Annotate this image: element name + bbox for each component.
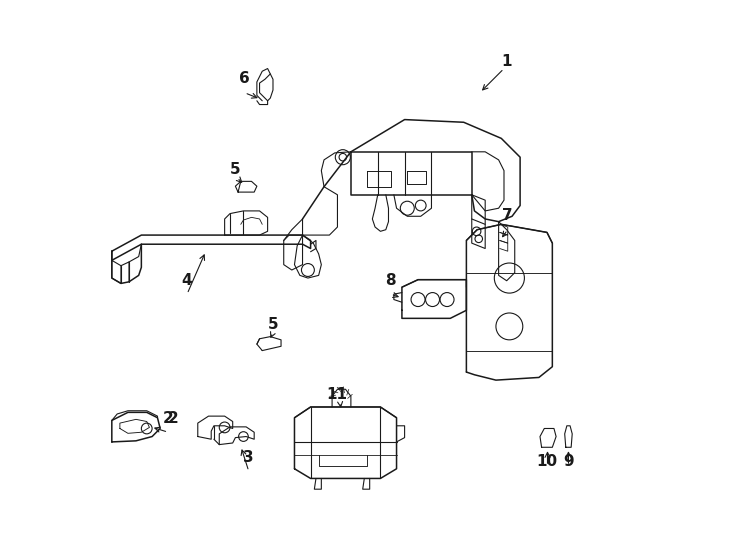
Text: 8: 8: [385, 273, 396, 288]
Text: 5: 5: [268, 317, 278, 332]
Text: 1: 1: [501, 53, 512, 69]
Text: 5: 5: [230, 162, 241, 177]
Text: 10: 10: [537, 454, 558, 469]
Text: 4: 4: [182, 273, 192, 288]
Text: 7: 7: [503, 208, 513, 223]
Text: 2: 2: [168, 411, 179, 426]
Text: 11: 11: [326, 387, 347, 402]
Text: 9: 9: [563, 454, 574, 469]
Text: 3: 3: [244, 450, 254, 465]
Text: 2: 2: [163, 411, 174, 426]
Text: 6: 6: [239, 71, 250, 86]
